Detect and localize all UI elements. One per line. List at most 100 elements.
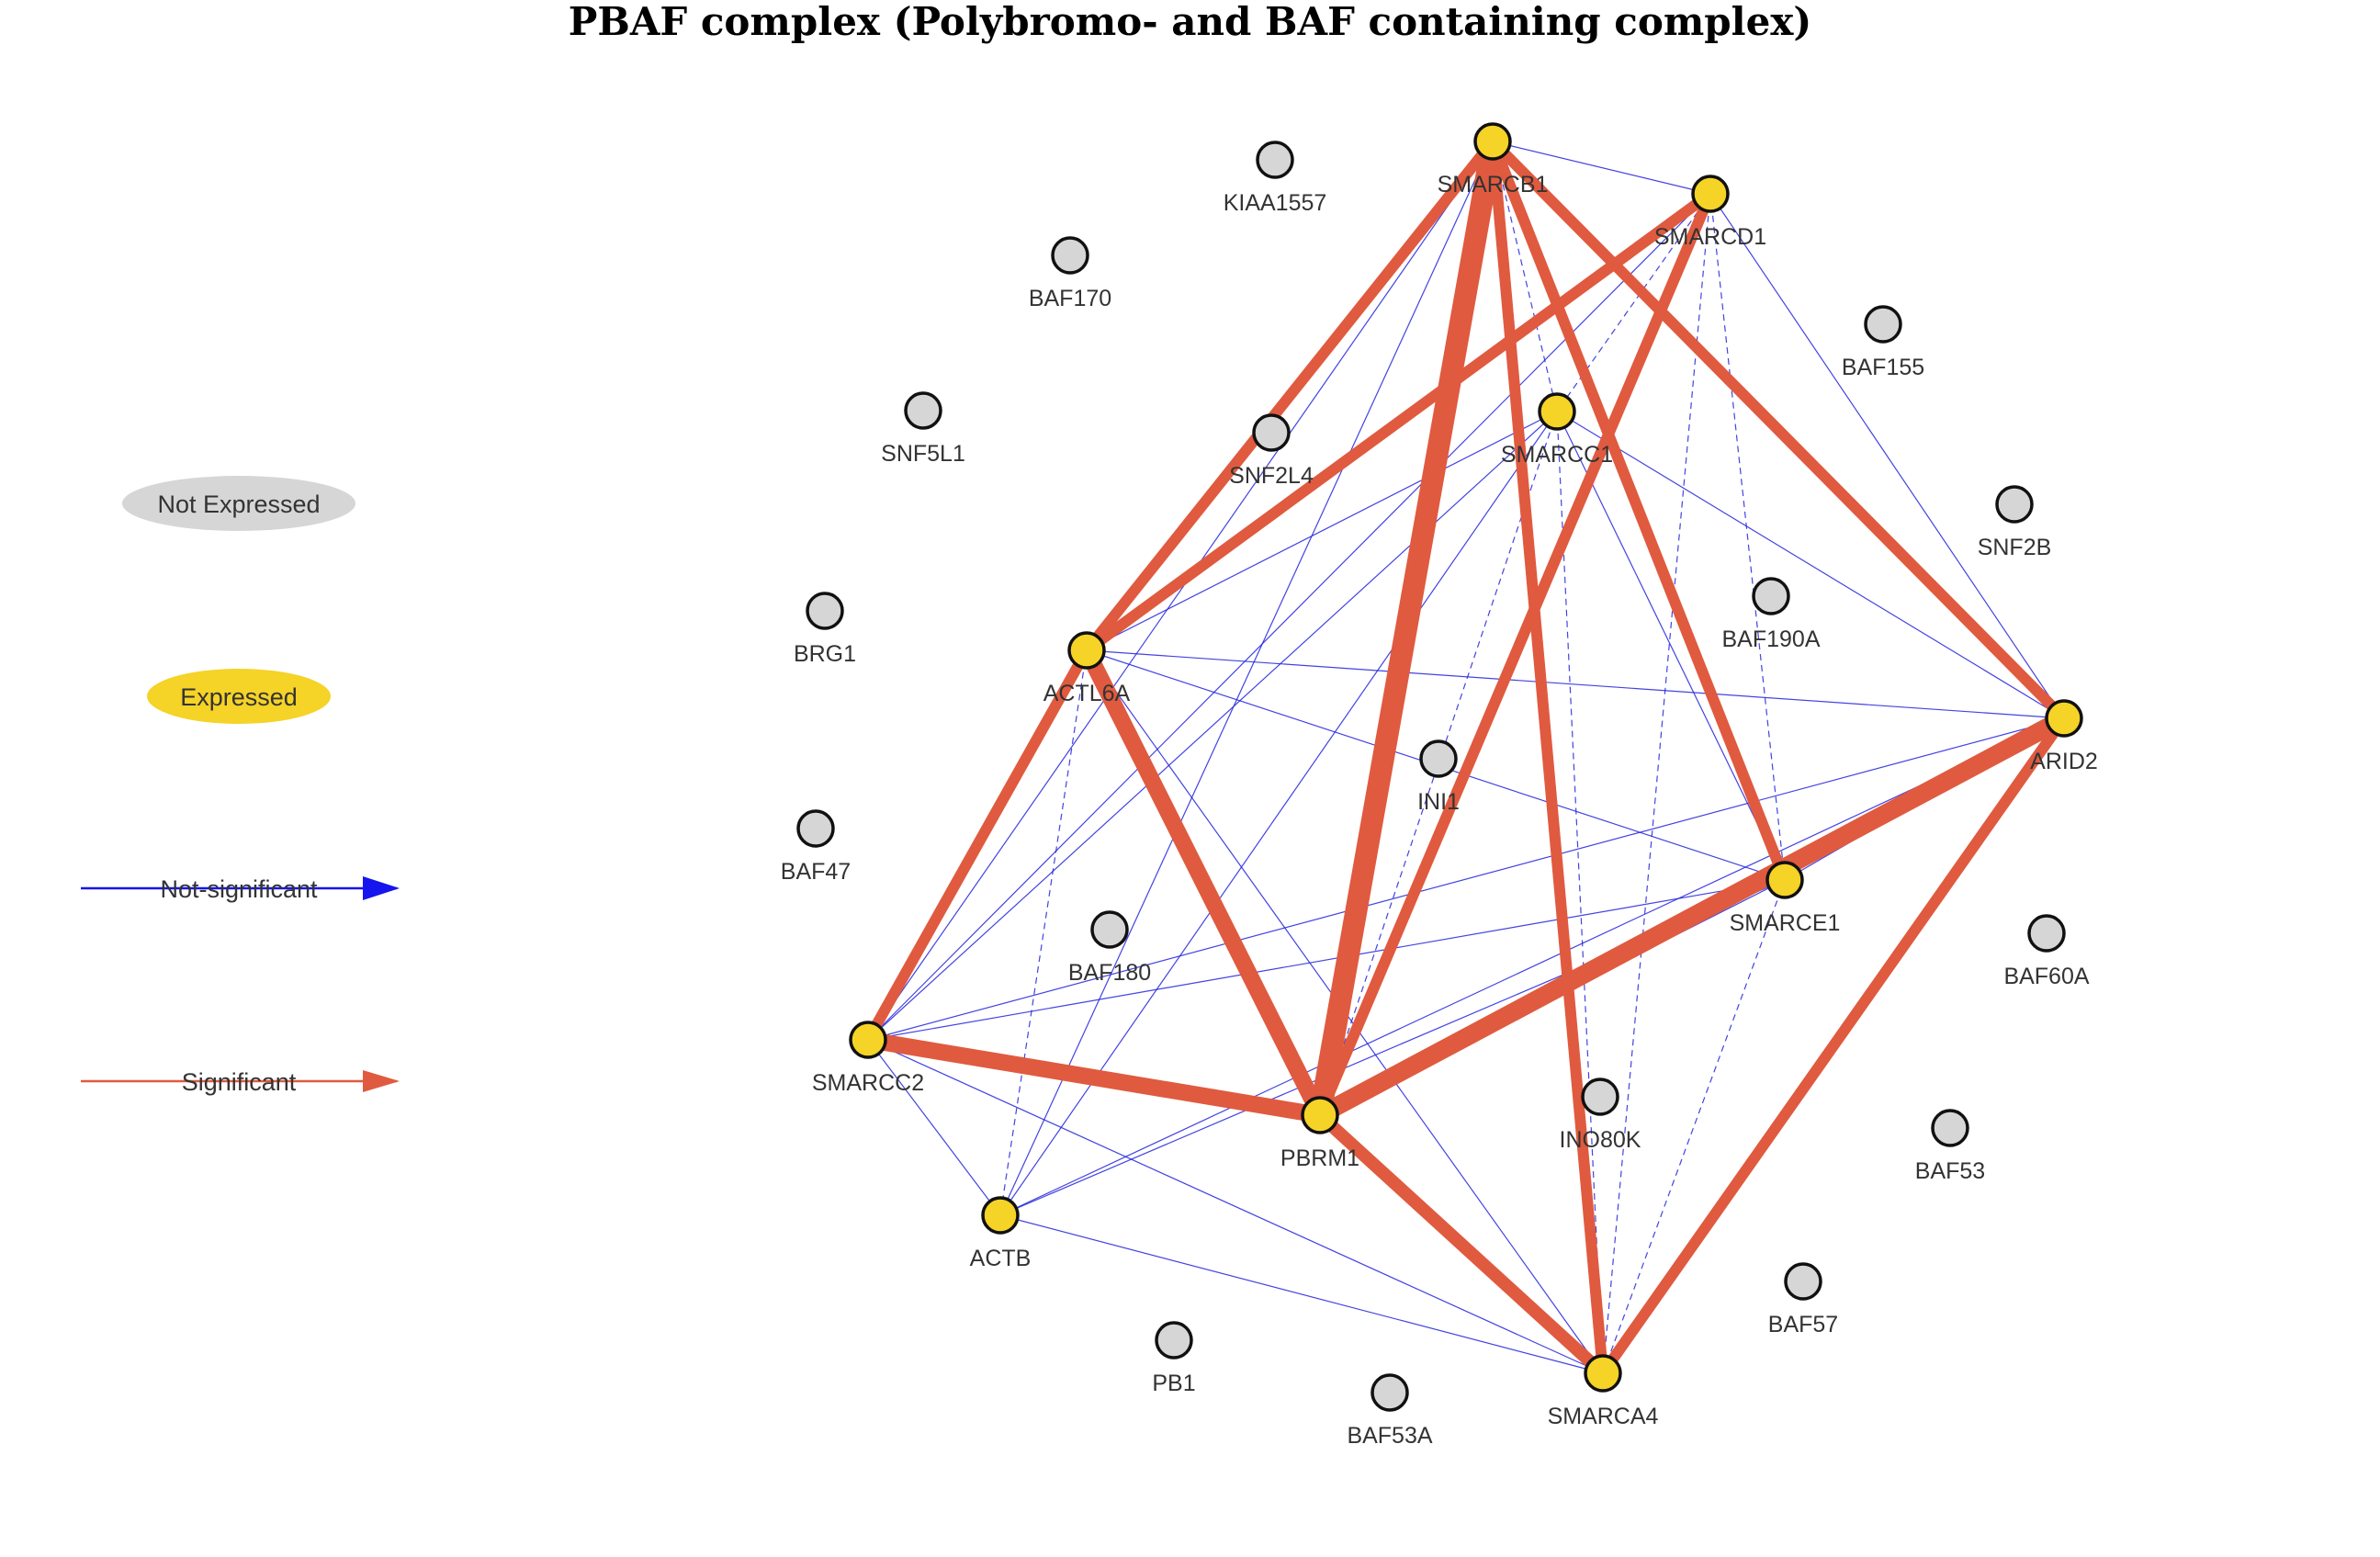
edge-significant-arid2-smarca4 bbox=[1598, 715, 2069, 1377]
legend-not-expressed-swatch bbox=[122, 476, 355, 531]
node-label: BAF180 bbox=[1068, 960, 1151, 986]
node-circle[interactable] bbox=[1765, 861, 1804, 899]
node-circle[interactable] bbox=[1370, 1373, 1409, 1412]
node-circle[interactable] bbox=[1691, 175, 1730, 213]
node-baf47[interactable]: BAF47 bbox=[781, 809, 851, 885]
node-baf53[interactable]: BAF53 bbox=[1915, 1109, 1985, 1184]
node-label: BAF170 bbox=[1029, 286, 1111, 311]
node-baf60a[interactable]: BAF60A bbox=[2003, 914, 2090, 989]
node-circle[interactable] bbox=[1051, 236, 1089, 275]
edge-not-significant-smarcc2-smarca4 bbox=[867, 1039, 1604, 1374]
edge-not-significant-smarcb1-smarcc2 bbox=[867, 141, 1494, 1041]
edge-significant-pbrm1-arid2 bbox=[1315, 710, 2069, 1123]
node-actb[interactable]: ACTB bbox=[970, 1196, 1032, 1271]
edge-not-significant-smarcc1-actb bbox=[999, 411, 1558, 1216]
edge-not-significant-smarcb1-smarcc1 bbox=[1492, 141, 1558, 412]
node-circle[interactable] bbox=[1067, 631, 1106, 670]
node-circle[interactable] bbox=[1473, 122, 1512, 161]
node-snf2b[interactable]: SNF2B bbox=[1978, 485, 2052, 560]
node-baf170[interactable]: BAF170 bbox=[1029, 236, 1111, 311]
legend-significant-arrow-icon bbox=[363, 1070, 400, 1092]
node-circle[interactable] bbox=[1581, 1077, 1619, 1116]
node-baf57[interactable]: BAF57 bbox=[1768, 1262, 1838, 1337]
edge-not-significant-smarcb1-smarcd1 bbox=[1492, 141, 1711, 195]
node-smarca4[interactable]: SMARCA4 bbox=[1548, 1354, 1659, 1429]
node-circle[interactable] bbox=[1931, 1109, 1969, 1147]
node-label: SMARCC1 bbox=[1501, 442, 1613, 468]
node-label: KIAA1557 bbox=[1224, 190, 1327, 216]
node-circle[interactable] bbox=[1090, 910, 1129, 949]
node-kiaa1557[interactable]: KIAA1557 bbox=[1224, 141, 1327, 216]
legend-not-significant: Not-significant bbox=[81, 875, 400, 903]
node-label: ARID2 bbox=[2030, 749, 2098, 774]
node-smarcd1[interactable]: SMARCD1 bbox=[1654, 175, 1766, 250]
node-snf2l4[interactable]: SNF2L4 bbox=[1229, 413, 1314, 489]
node-circle[interactable] bbox=[1864, 305, 1902, 344]
legend-not-significant-label: Not-significant bbox=[160, 875, 318, 903]
node-circle[interactable] bbox=[849, 1021, 887, 1059]
node-label: SNF5L1 bbox=[881, 441, 965, 467]
node-smarcc1[interactable]: SMARCC1 bbox=[1501, 392, 1613, 468]
edge-not-significant-smarcc1-smarca4 bbox=[1556, 411, 1604, 1374]
node-label: SMARCB1 bbox=[1438, 172, 1549, 197]
edge-significant-smarcb1-pbrm1 bbox=[1309, 139, 1504, 1118]
node-label: SMARCD1 bbox=[1654, 224, 1766, 250]
node-label: BAF53 bbox=[1915, 1158, 1985, 1184]
edge-not-significant-smarcc1-pbrm1 bbox=[1319, 411, 1558, 1116]
node-circle[interactable] bbox=[1155, 1321, 1193, 1360]
node-label: PBRM1 bbox=[1280, 1145, 1359, 1171]
legend: Not Expressed Expressed Not-significant … bbox=[81, 476, 400, 1096]
legend-expressed-swatch bbox=[147, 669, 331, 724]
edge-not-significant-smarcc1-smarce1 bbox=[1556, 411, 1786, 881]
node-circle[interactable] bbox=[1538, 392, 1576, 431]
node-circle[interactable] bbox=[1301, 1096, 1339, 1134]
edge-not-significant-smarcd1-arid2 bbox=[1709, 193, 2065, 719]
node-label: INO80K bbox=[1560, 1127, 1641, 1153]
node-snf5l1[interactable]: SNF5L1 bbox=[881, 391, 965, 467]
node-smarce1[interactable]: SMARCE1 bbox=[1730, 861, 1841, 936]
node-ino80k[interactable]: INO80K bbox=[1560, 1077, 1641, 1153]
legend-not-significant-arrow-icon bbox=[363, 876, 400, 900]
node-baf53a[interactable]: BAF53A bbox=[1347, 1373, 1433, 1449]
node-label: SNF2L4 bbox=[1229, 463, 1314, 489]
node-circle[interactable] bbox=[1995, 485, 2034, 524]
node-circle[interactable] bbox=[1784, 1262, 1822, 1301]
edge-significant-smarcd1-pbrm1 bbox=[1314, 191, 1716, 1118]
node-circle[interactable] bbox=[1584, 1354, 1622, 1393]
node-circle[interactable] bbox=[796, 809, 835, 848]
node-label: PB1 bbox=[1152, 1371, 1195, 1396]
node-circle[interactable] bbox=[806, 592, 844, 630]
node-pb1[interactable]: PB1 bbox=[1152, 1321, 1196, 1396]
node-pbrm1[interactable]: PBRM1 bbox=[1280, 1096, 1359, 1171]
edge-significant-smarcb1-actl6a bbox=[1082, 138, 1497, 654]
node-circle[interactable] bbox=[981, 1196, 1020, 1235]
node-label: BAF60A bbox=[2003, 964, 2089, 989]
edge-significant-smarcb1-arid2 bbox=[1488, 137, 2069, 723]
node-baf190a[interactable]: BAF190A bbox=[1721, 577, 1821, 652]
nodes: SMARCB1 SMARCD1 SMARCC1 ACTL6A ARID2 SMARCE1 S… bbox=[781, 122, 2098, 1449]
edge-not-significant-smarcc1-smarcc2 bbox=[867, 411, 1558, 1041]
node-smarcb1[interactable]: SMARCB1 bbox=[1438, 122, 1549, 197]
node-label: ACTB bbox=[970, 1246, 1032, 1271]
node-ini1[interactable]: INI1 bbox=[1417, 739, 1460, 815]
node-arid2[interactable]: ARID2 bbox=[2030, 699, 2098, 774]
node-circle[interactable] bbox=[1752, 577, 1790, 615]
node-actl6a[interactable]: ACTL6A bbox=[1043, 631, 1131, 706]
node-baf155[interactable]: BAF155 bbox=[1842, 305, 1924, 380]
node-circle[interactable] bbox=[2045, 699, 2083, 738]
node-label: BAF190A bbox=[1721, 626, 1820, 652]
node-circle[interactable] bbox=[1252, 413, 1291, 452]
node-circle[interactable] bbox=[1256, 141, 1294, 179]
legend-significant-label: Significant bbox=[182, 1068, 297, 1096]
node-smarcc2[interactable]: SMARCC2 bbox=[812, 1021, 924, 1096]
edge-significant-pbrm1-smarca4 bbox=[1315, 1110, 1607, 1379]
node-circle[interactable] bbox=[904, 391, 942, 430]
legend-not-expressed-label: Not Expressed bbox=[157, 491, 320, 518]
node-baf180[interactable]: BAF180 bbox=[1068, 910, 1151, 986]
node-brg1[interactable]: BRG1 bbox=[794, 592, 856, 667]
node-label: INI1 bbox=[1417, 789, 1460, 815]
page-title: PBAF complex (Polybromo- and BAF contain… bbox=[568, 0, 1812, 44]
significant-edges bbox=[863, 137, 2069, 1379]
node-circle[interactable] bbox=[1419, 739, 1458, 778]
node-circle[interactable] bbox=[2027, 914, 2066, 953]
